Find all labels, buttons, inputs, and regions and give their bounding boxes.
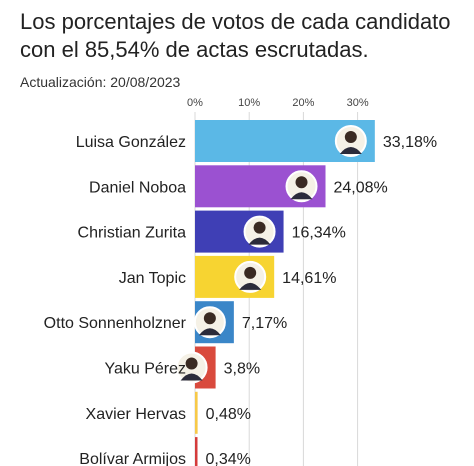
candidate-photo-head bbox=[203, 312, 216, 325]
category-label: Luisa González bbox=[76, 134, 186, 151]
chart-subtitle: Actualización: 20/08/2023 bbox=[20, 74, 181, 90]
candidate-photo-head bbox=[295, 176, 308, 189]
value-label: 3,8% bbox=[224, 361, 260, 378]
value-label: 33,18% bbox=[383, 134, 437, 151]
category-label: Daniel Noboa bbox=[89, 179, 186, 196]
chart-title-line-2: con el 85,54% de actas escrutadas. bbox=[20, 37, 369, 62]
candidate-photo-body bbox=[180, 373, 203, 381]
category-label: Bolívar Armijos bbox=[79, 451, 186, 466]
bar bbox=[195, 391, 198, 434]
category-label: Xavier Hervas bbox=[86, 406, 186, 423]
value-label: 7,17% bbox=[242, 315, 287, 332]
chart-title-line-1: Los porcentajes de votos de cada candida… bbox=[20, 9, 451, 34]
value-label: 24,08% bbox=[334, 179, 388, 196]
bar bbox=[195, 437, 198, 466]
x-tick-label: 20% bbox=[292, 97, 314, 109]
candidate-photo-body bbox=[198, 328, 221, 336]
category-label: Otto Sonnenholzner bbox=[44, 315, 187, 332]
x-tick-label: 30% bbox=[347, 97, 369, 109]
value-label: 0,48% bbox=[206, 406, 251, 423]
candidate-photo-head bbox=[244, 266, 257, 279]
category-label: Jan Topic bbox=[119, 270, 186, 287]
candidate-photo-body bbox=[290, 192, 313, 200]
candidate-photo-body bbox=[339, 147, 362, 154]
candidate-photo-body bbox=[239, 282, 262, 290]
chart-title: Los porcentajes de votos de cada candida… bbox=[20, 8, 460, 64]
x-tick-label: 0% bbox=[187, 97, 203, 109]
x-tick-label: 10% bbox=[238, 97, 260, 109]
category-label: Yaku Pérez bbox=[104, 361, 186, 378]
value-label: 16,34% bbox=[292, 225, 346, 242]
candidate-photo-body bbox=[248, 237, 271, 245]
candidate-photo-head bbox=[344, 131, 357, 143]
category-label: Christian Zurita bbox=[78, 225, 187, 242]
candidate-photo-head bbox=[185, 357, 198, 370]
value-label: 0,34% bbox=[206, 451, 251, 466]
value-label: 14,61% bbox=[282, 270, 336, 287]
candidate-photo-head bbox=[253, 221, 266, 234]
